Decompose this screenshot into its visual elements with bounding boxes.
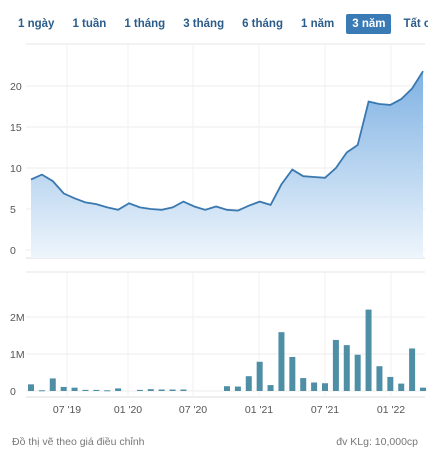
volume-bar: [28, 384, 34, 391]
price-line: [30, 70, 424, 212]
x-tick-label: 01 '21: [245, 404, 273, 416]
x-tick-label: 07 '21: [311, 404, 339, 416]
price-y-tick-label: 10: [10, 163, 22, 175]
volume-bar: [354, 354, 361, 391]
volume-bar: [158, 389, 165, 391]
price-y-tick-label: 0: [10, 245, 16, 257]
volume-bar: [234, 386, 241, 391]
price-y-tick-label: 20: [10, 81, 22, 93]
volume-bar: [82, 389, 89, 391]
volume-bar: [49, 378, 56, 391]
range-button-2[interactable]: 1 tháng: [124, 18, 166, 30]
range-button-7[interactable]: Tất cả: [403, 18, 428, 30]
volume-bar: [180, 389, 187, 391]
volume-bar: [38, 390, 45, 392]
range-button-0[interactable]: 1 ngày: [18, 18, 55, 30]
x-tick-label: 01 '22: [377, 404, 405, 416]
volume-bar: [224, 386, 230, 391]
volume-y-tick-label: 2M: [10, 312, 25, 324]
volume-bar: [409, 348, 416, 391]
volume-bar: [93, 389, 100, 391]
range-button-1[interactable]: 1 tuần: [72, 18, 107, 30]
volume-bar: [332, 339, 339, 391]
range-button-5[interactable]: 1 năm: [300, 18, 335, 30]
volume-y-tick-label: 0: [10, 386, 16, 398]
range-button-3[interactable]: 3 tháng: [183, 18, 225, 30]
volume-y-tick-label: 1M: [10, 349, 25, 361]
x-tick-label: 01 '20: [114, 404, 142, 416]
chart-footnote: Đồ thị vẽ theo giá điều chỉnh: [12, 436, 145, 448]
volume-bar: [365, 309, 372, 391]
volume-bar: [311, 382, 318, 391]
volume-bar: [278, 332, 285, 391]
price-y-tick-label: 15: [10, 122, 22, 134]
volume-bar: [267, 385, 274, 391]
volume-bar: [245, 376, 252, 391]
volume-unit-label: đv KLg: 10,000cp: [336, 436, 418, 448]
volume-bar: [71, 387, 78, 391]
volume-bar: [147, 389, 154, 391]
volume-bar: [60, 386, 67, 391]
x-tick-label: 07 '20: [179, 404, 207, 416]
x-tick-label: 07 '19: [53, 404, 81, 416]
volume-bar: [256, 361, 263, 391]
volume-bar: [136, 389, 143, 391]
volume-bar: [398, 383, 405, 391]
range-selector: 1 ngày 1 tuần 1 tháng 3 tháng 6 tháng 1 năm 3 …: [12, 13, 428, 35]
volume-bar: [300, 378, 307, 391]
volume-bar: [289, 356, 296, 391]
stock-chart: 0 5 10 15 20 0 1M 2M 07 '19 01 '20 07 '20 01 '21 07 …: [10, 43, 426, 416]
volume-bar: [387, 376, 394, 391]
volume-bar: [104, 390, 111, 392]
range-button-6[interactable]: 3 năm: [346, 14, 392, 34]
range-button-4[interactable]: 6 tháng: [242, 18, 283, 30]
volume-bar: [343, 345, 350, 391]
volume-bar: [322, 383, 328, 391]
volume-bar: [376, 366, 383, 391]
volume-bar: [115, 388, 122, 391]
volume-bar: [169, 389, 176, 391]
price-y-tick-label: 5: [10, 204, 16, 216]
price-area: [31, 71, 423, 258]
volume-bar: [420, 387, 426, 391]
